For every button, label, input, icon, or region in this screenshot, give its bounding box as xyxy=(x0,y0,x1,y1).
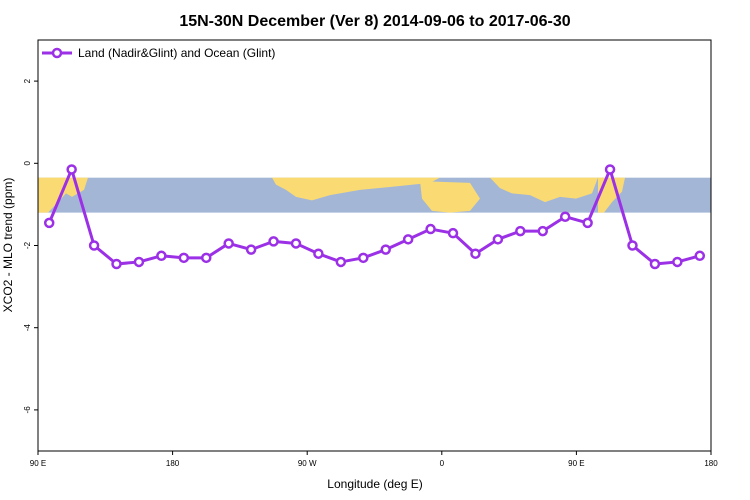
x-tick-label: 90 E xyxy=(568,459,584,468)
legend-marker xyxy=(51,47,63,59)
y-tick-label: 0 xyxy=(23,161,32,166)
x-tick-label: 90 E xyxy=(30,459,46,468)
data-point xyxy=(515,225,526,237)
data-point xyxy=(582,217,593,229)
y-tick-label: -2 xyxy=(23,241,32,249)
y-ticks: 2 0 -2 -4 -6 xyxy=(23,78,38,413)
x-tick-label: 90 W xyxy=(298,459,317,468)
land-mass xyxy=(490,177,598,203)
plot-frame xyxy=(37,39,712,452)
land-mass xyxy=(420,181,480,213)
y-axis-label: XCO2 - MLO trend (ppm) xyxy=(1,178,15,313)
data-point xyxy=(111,258,122,270)
data-point xyxy=(470,248,481,259)
y-tick-label: 2 xyxy=(23,78,32,83)
data-point xyxy=(268,236,279,247)
data-point xyxy=(290,238,302,249)
data-point xyxy=(649,258,661,270)
y-tick-label: -4 xyxy=(23,324,32,332)
data-point xyxy=(201,252,212,264)
data-point xyxy=(492,234,504,245)
series-layer xyxy=(43,164,706,270)
data-point xyxy=(604,164,616,175)
data-point xyxy=(672,256,683,268)
land-masses xyxy=(38,177,625,213)
data-point xyxy=(537,225,548,237)
data-point xyxy=(133,256,145,268)
y-tick-label: -6 xyxy=(23,406,32,414)
land-mass xyxy=(272,177,440,201)
land-mass xyxy=(598,177,625,213)
x-tick-label: 0 xyxy=(440,459,445,468)
chart-title: 15N-30N December (Ver 8) 2014-09-06 to 2… xyxy=(179,13,570,30)
x-tick-label: 180 xyxy=(704,459,718,468)
legend-label: Land (Nadir&Glint) and Ocean (Glint) xyxy=(78,46,275,60)
data-point xyxy=(66,164,77,175)
legend: Land (Nadir&Glint) and Ocean (Glint) xyxy=(42,46,275,60)
data-point xyxy=(156,250,167,262)
data-point xyxy=(559,211,571,222)
data-point xyxy=(245,244,257,255)
data-point xyxy=(380,244,391,255)
data-point xyxy=(358,252,369,264)
x-ticks: 90 E 180 90 W 0 90 E 180 xyxy=(30,451,718,468)
data-point xyxy=(627,240,638,251)
data-point xyxy=(223,238,234,249)
data-point xyxy=(425,223,436,235)
data-point xyxy=(335,256,347,268)
data-point xyxy=(694,250,706,262)
data-point xyxy=(402,234,414,245)
x-axis-label: Longitude (deg E) xyxy=(327,477,422,491)
data-point xyxy=(447,227,459,239)
x-tick-label: 180 xyxy=(166,459,180,468)
data-point xyxy=(313,248,324,259)
data-point xyxy=(88,240,100,251)
data-point xyxy=(43,217,55,229)
background-map xyxy=(38,177,711,213)
data-point xyxy=(178,252,190,264)
